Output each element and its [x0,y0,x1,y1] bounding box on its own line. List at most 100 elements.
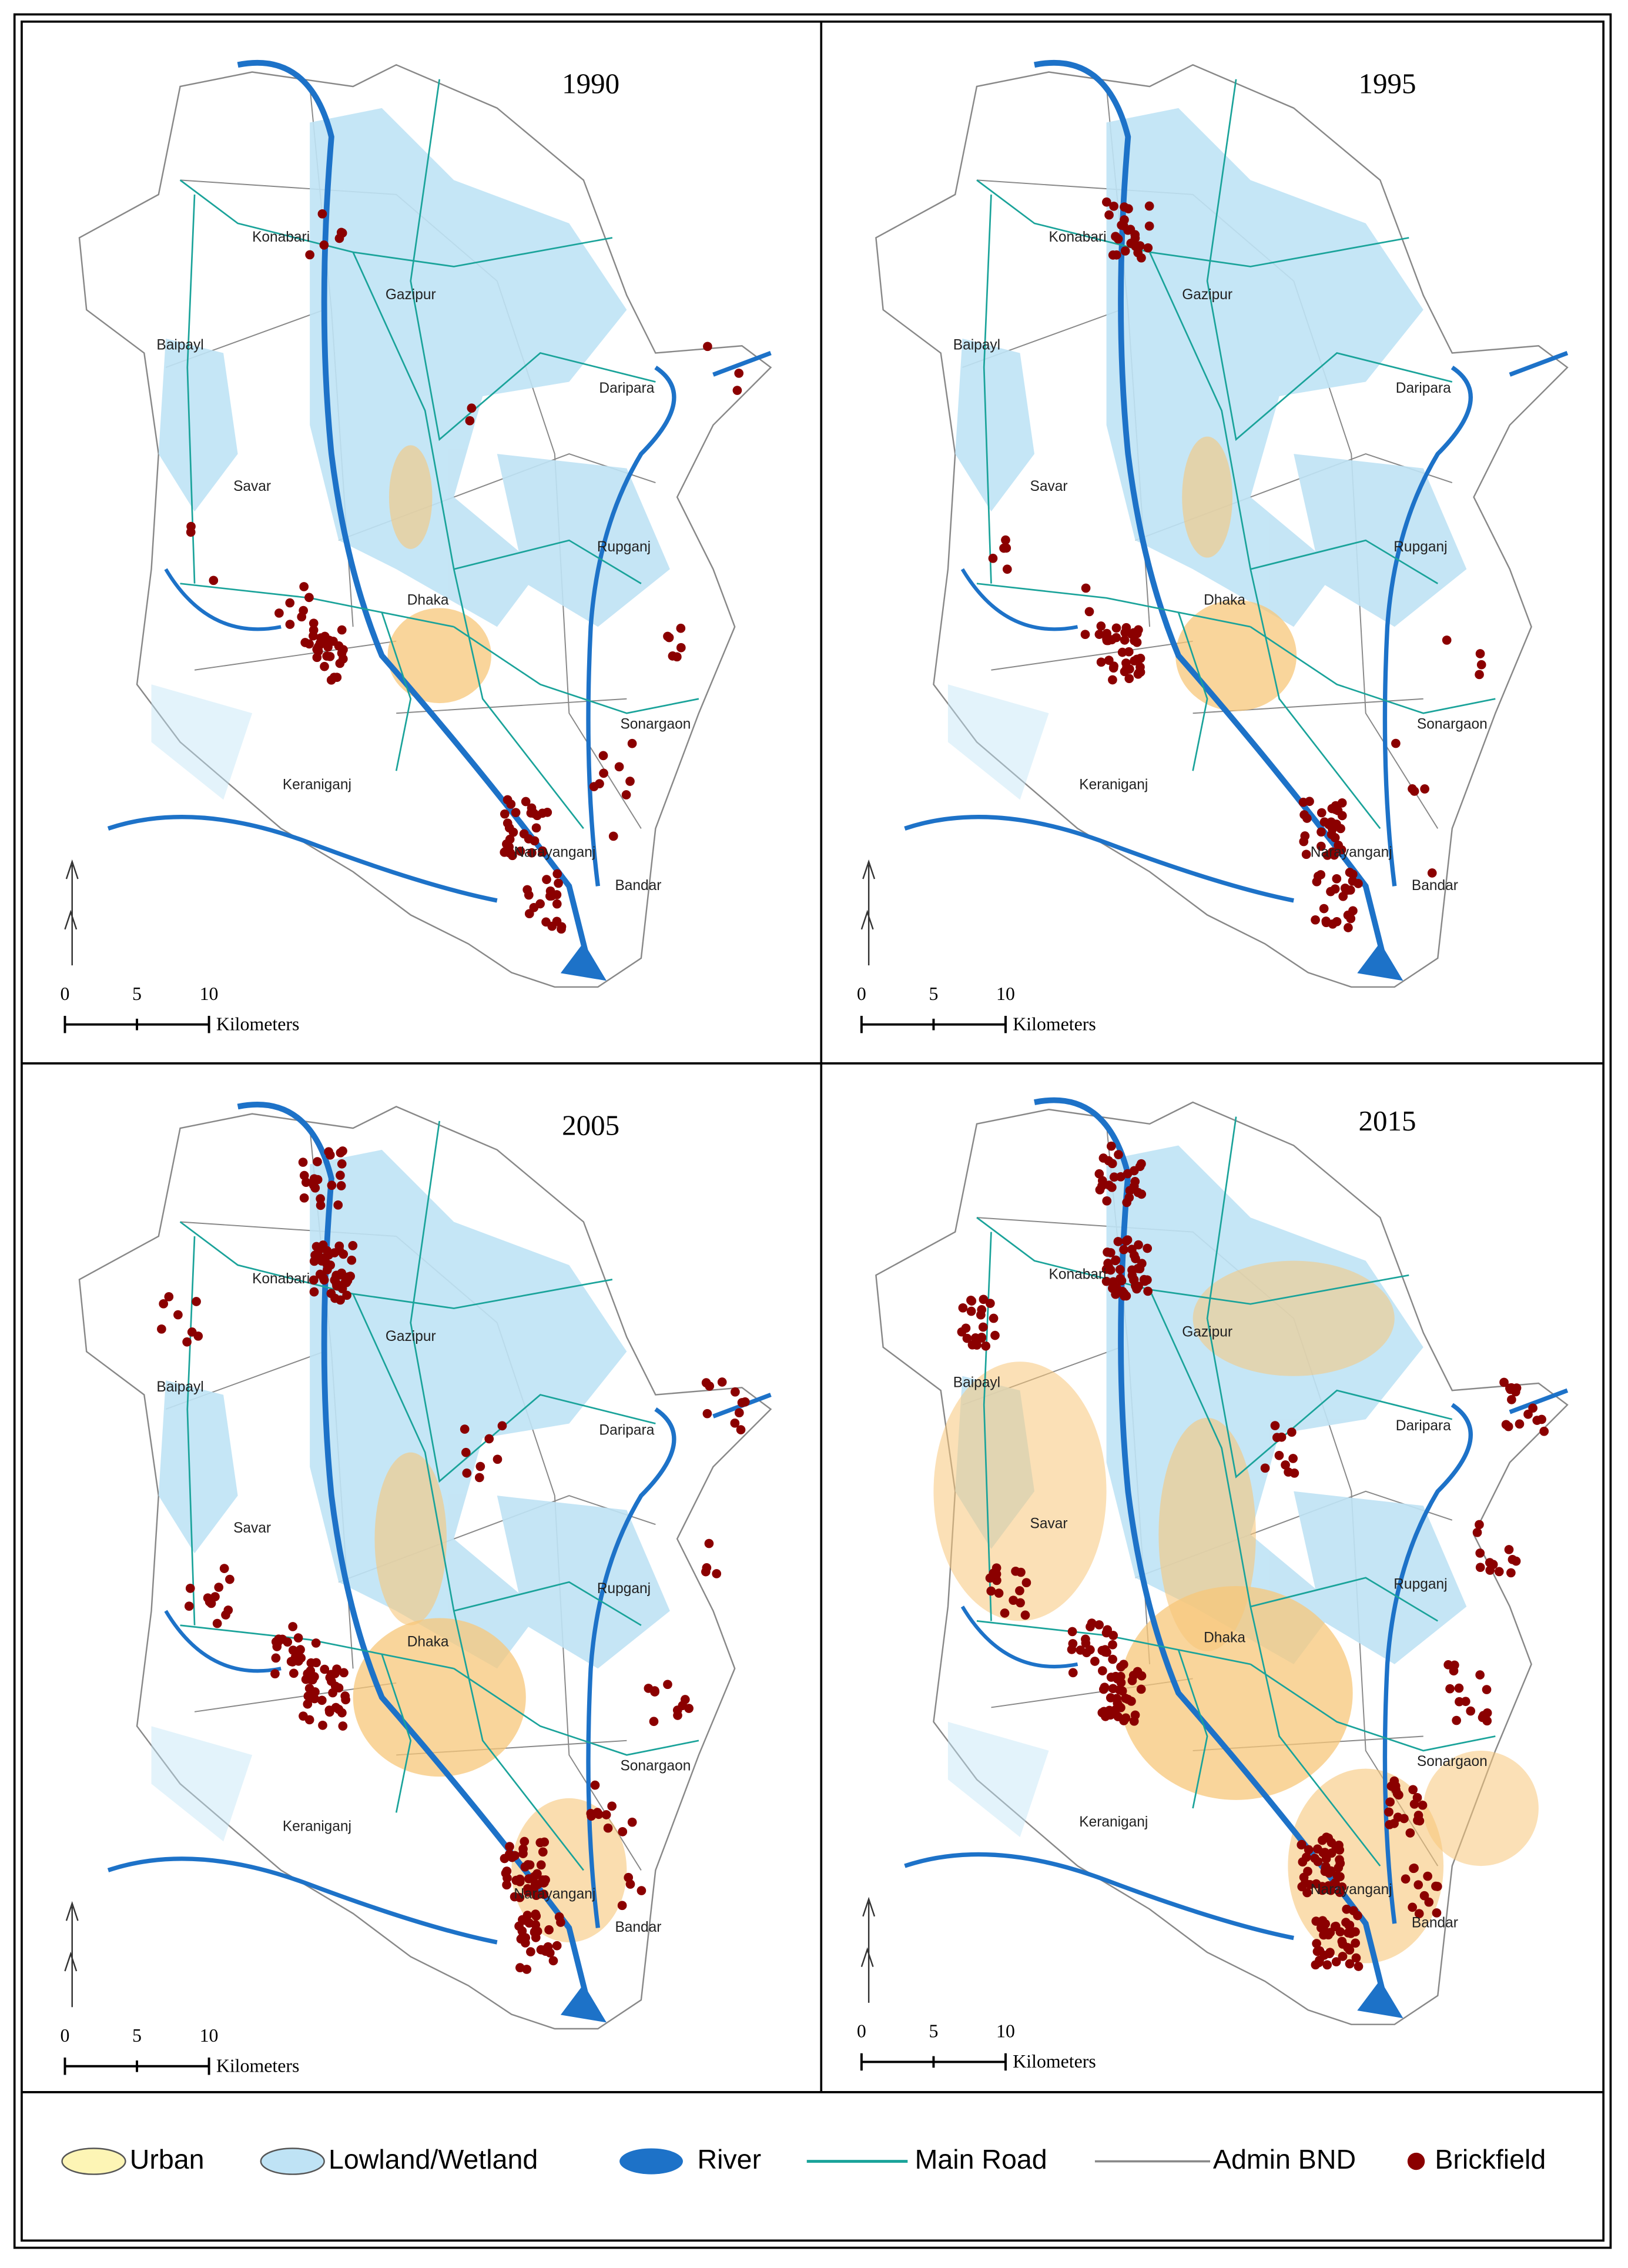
brickfield [1316,1923,1326,1933]
brickfield [324,1147,334,1157]
brickfield [1409,1863,1419,1873]
brickfield [1100,1647,1110,1657]
brickfield [185,1584,195,1593]
year-label: 2015 [1358,1105,1416,1137]
brickfield [538,847,547,857]
brickfield [1299,837,1309,847]
place-label: Dhaka [1204,593,1245,608]
brickfield [317,1695,327,1705]
brickfield [1011,1566,1020,1576]
brickfield [1129,1716,1139,1726]
legend-label: Main Road [915,2144,1047,2175]
brickfield [1119,1716,1129,1725]
brickfield [337,625,347,635]
brickfield [532,1879,542,1889]
brickfield [1297,1882,1307,1892]
brickfield [164,1292,174,1302]
brickfield [663,1680,672,1690]
scale-unit: Kilometers [1013,2051,1096,2072]
brickfield [1353,1911,1362,1921]
urban-area [933,1362,1107,1621]
brickfield [1108,1684,1118,1694]
brickfield [1143,1286,1153,1296]
brickfield [339,645,348,654]
brickfield [1317,827,1326,837]
brickfield [985,1573,995,1583]
brickfield [1326,829,1336,839]
brickfield [1081,1638,1091,1648]
brickfield [320,1664,330,1674]
place-label: Baipayl [953,1374,1000,1390]
brickfield [1345,1959,1355,1969]
brickfield [1111,1255,1121,1265]
brickfield [1135,662,1145,672]
brickfield [1001,535,1010,545]
brickfield [676,623,686,633]
legend-item: Brickfield [1407,2144,1546,2175]
brickfield [1475,1548,1485,1558]
brickfield [1108,1277,1118,1287]
brickfield [1097,1181,1107,1191]
brickfield [305,250,314,260]
urban-area [511,1798,627,1942]
north-arrow [860,859,876,966]
place-label: Konabari [252,229,310,245]
brickfield [1511,1556,1521,1566]
place-label: Bandar [1412,878,1458,894]
brickfield [342,1290,351,1300]
brickfield [1116,1671,1125,1681]
brickfield [323,642,333,652]
brickfield [1472,1527,1482,1537]
brickfield [1319,817,1329,827]
brickfield [1515,1419,1525,1429]
brickfield [293,1633,303,1643]
brickfield [543,1942,553,1952]
brickfield [474,1473,484,1483]
brickfield [603,1823,613,1833]
place-label: Narayanganj [514,844,595,860]
brickfield [1143,1243,1153,1253]
scale-tick-label: 0 [61,984,70,1004]
brickfield [1260,1463,1270,1473]
brickfield [493,1454,503,1464]
brickfield [536,1945,546,1955]
brickfield [1298,797,1308,807]
brickfield [1272,1433,1282,1443]
brickfield [1351,1953,1361,1963]
brickfield [515,847,525,856]
brickfield [159,1299,169,1309]
brickfield [288,1622,298,1631]
brickfield [540,1837,550,1847]
brickfield [1413,1880,1423,1890]
brickfield [1127,1265,1137,1275]
brickfield [977,1305,987,1314]
brickfield [1415,1816,1425,1826]
brickfield [1133,669,1143,679]
place-label: Rupganj [1393,539,1447,555]
brickfield [347,1255,357,1265]
brickfield [1108,1631,1118,1640]
brickfield [1289,1468,1299,1478]
brickfield [988,553,998,563]
brickfield [734,1408,744,1418]
scale-tick-label: 10 [200,2025,219,2046]
legend-swatch [260,2147,325,2175]
brickfield [320,661,329,671]
map-panel: Konabari Gazipur Baipayl Daripara Savar Rupga… [61,1105,771,2076]
brickfield [1135,654,1145,663]
brickfield [333,1200,343,1210]
place-label: Konabari [1049,229,1106,245]
legend-label: Brickfield [1435,2144,1546,2175]
place-label: Baipayl [156,1379,203,1395]
brickfield [1408,1902,1417,1912]
brickfield [319,240,329,250]
brickfield [1345,868,1355,877]
brickfield [522,885,532,895]
brickfield [1499,1377,1509,1387]
brickfield [989,1313,999,1323]
brickfield [1475,1670,1485,1680]
brickfield [1506,1384,1515,1394]
scale-tick-label: 5 [132,984,142,1004]
brickfield [621,790,631,800]
brickfield [1331,805,1341,814]
